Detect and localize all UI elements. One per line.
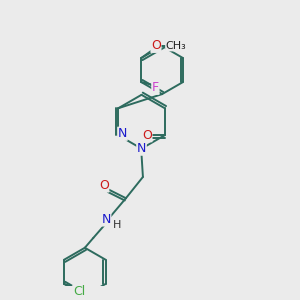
Text: Cl: Cl (73, 285, 85, 298)
Text: N: N (118, 127, 127, 140)
Text: N: N (101, 213, 111, 226)
Text: N: N (137, 142, 146, 155)
Text: O: O (151, 39, 161, 52)
Text: CH₃: CH₃ (166, 41, 187, 51)
Text: H: H (112, 220, 121, 230)
Text: F: F (152, 81, 159, 94)
Text: O: O (142, 129, 152, 142)
Text: O: O (99, 179, 109, 192)
